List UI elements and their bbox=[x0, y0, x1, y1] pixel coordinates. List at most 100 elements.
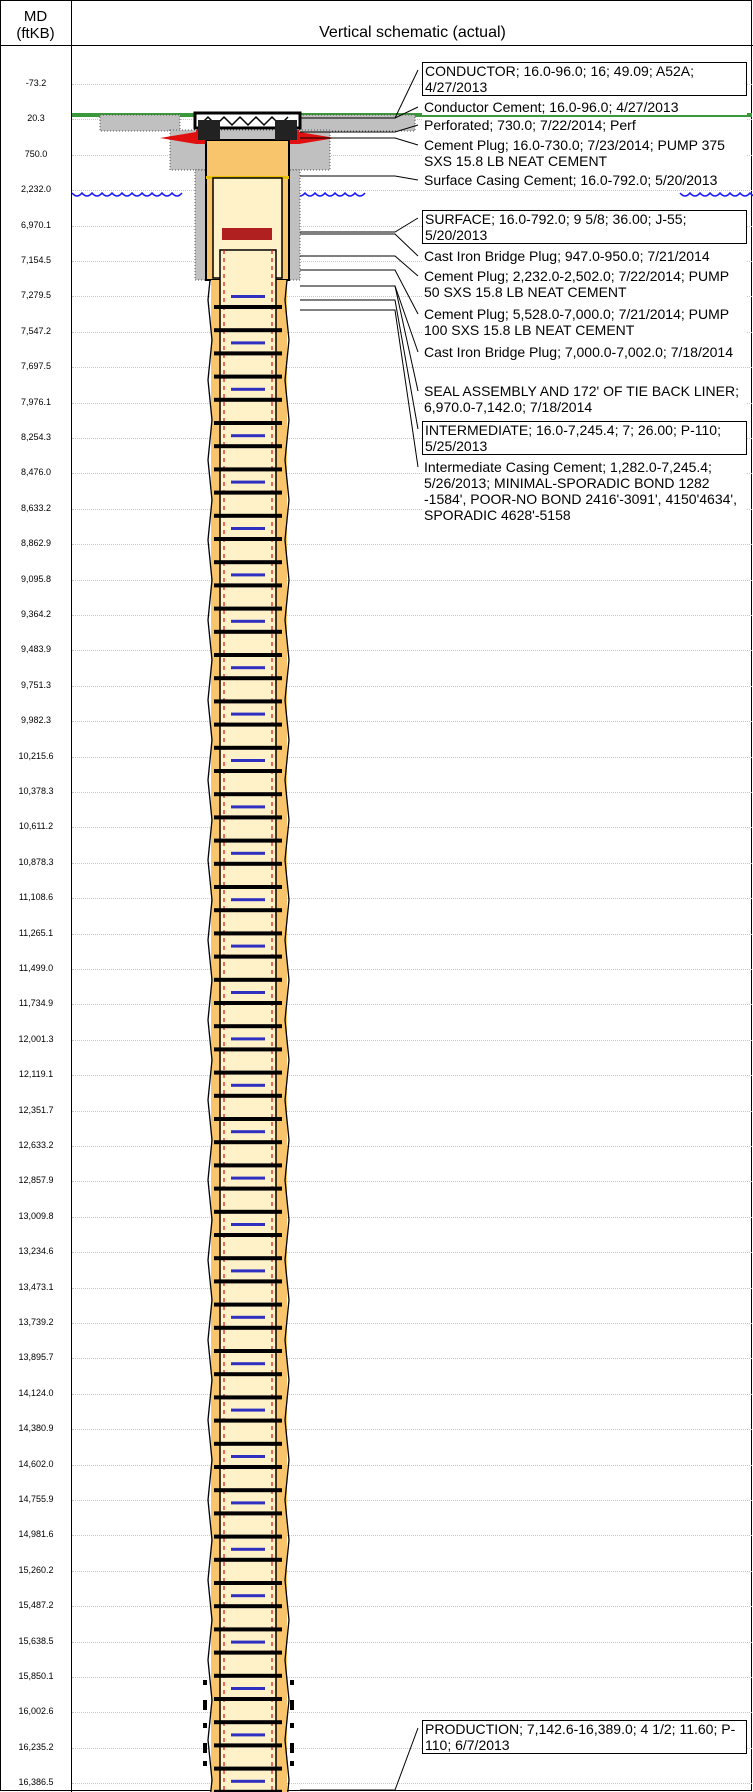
depth-gridline bbox=[72, 1535, 752, 1537]
depth-label: 14,602.0 bbox=[18, 1458, 54, 1469]
depth-label: 750.0 bbox=[24, 148, 48, 159]
depth-label: 10,878.3 bbox=[18, 856, 54, 867]
depth-gridline bbox=[72, 473, 752, 475]
casing-joint bbox=[214, 1488, 282, 1493]
depth-label: -73.2 bbox=[25, 78, 47, 88]
depth-gridline bbox=[72, 296, 752, 298]
depth-gridline bbox=[72, 1181, 752, 1183]
md-header-line1: MD bbox=[23, 8, 48, 25]
depth-gridline bbox=[72, 190, 752, 192]
depth-label: 15,487.2 bbox=[18, 1600, 54, 1611]
casing-joint bbox=[214, 1325, 282, 1330]
casing-joint bbox=[214, 745, 282, 750]
casing-joint bbox=[214, 931, 282, 936]
casing-coupling bbox=[231, 1362, 265, 1366]
casing-joint bbox=[214, 722, 282, 727]
casing-joint bbox=[214, 908, 282, 913]
leader-line bbox=[300, 124, 419, 133]
casing-joint bbox=[214, 699, 282, 704]
casing-joint bbox=[214, 490, 282, 495]
conductor-casing bbox=[193, 111, 302, 130]
depth-label: 9,751.3 bbox=[20, 679, 52, 690]
casing-joint bbox=[214, 1209, 282, 1214]
depth-gridline bbox=[72, 579, 752, 581]
leader-line bbox=[300, 137, 419, 146]
casing-joint bbox=[214, 1720, 282, 1725]
md-header-line2: (ftKB) bbox=[16, 25, 55, 42]
casing-joint bbox=[214, 606, 282, 611]
casing-coupling bbox=[231, 1640, 265, 1644]
annotation-label: Cast Iron Bridge Plug; 7,000.0-7,002.0; … bbox=[422, 344, 747, 360]
schematic-title: Vertical schematic (actual) bbox=[72, 0, 753, 46]
casing-coupling bbox=[231, 1733, 265, 1737]
casing-joint bbox=[214, 1534, 282, 1539]
cast-iron-bridge-plug bbox=[222, 228, 272, 240]
casing-joint bbox=[214, 444, 282, 449]
casing-joint bbox=[214, 1279, 282, 1284]
depth-label: 8,633.2 bbox=[20, 502, 52, 513]
casing-coupling bbox=[231, 341, 265, 345]
depth-label: 2,232.0 bbox=[20, 184, 52, 195]
depth-gridline bbox=[72, 84, 752, 85]
casing-joint bbox=[214, 1001, 282, 1005]
depth-label: 8,254.3 bbox=[20, 432, 52, 442]
centralizer-right bbox=[290, 1700, 294, 1710]
casing-joint bbox=[214, 1256, 282, 1261]
casing-joint bbox=[214, 954, 282, 959]
casing-coupling bbox=[231, 851, 265, 855]
water-level-right bbox=[679, 191, 753, 197]
depth-gridline bbox=[72, 933, 752, 935]
depth-gridline bbox=[72, 1464, 752, 1466]
annotation-label: INTERMEDIATE; 16.0-7,245.4; 7; 26.00; P-… bbox=[422, 421, 747, 455]
casing-joint bbox=[214, 676, 282, 681]
depth-gridline bbox=[72, 261, 752, 262]
depth-gridline bbox=[72, 1783, 752, 1785]
annotation-label: Cast Iron Bridge Plug; 947.0-950.0; 7/21… bbox=[422, 248, 747, 264]
casing-coupling bbox=[231, 1687, 265, 1690]
casing-coupling bbox=[231, 1594, 265, 1598]
depth-gridline bbox=[72, 862, 752, 864]
conductor-block-left bbox=[198, 120, 220, 140]
conductor-cement-right bbox=[299, 114, 416, 132]
casing-coupling bbox=[231, 295, 265, 298]
casing-joint bbox=[214, 629, 282, 634]
casing-joint bbox=[214, 1140, 282, 1145]
depth-gridline bbox=[72, 544, 752, 546]
centralizer-right bbox=[290, 1743, 294, 1753]
depth-gridline bbox=[72, 1393, 752, 1395]
casing-coupling bbox=[231, 1223, 265, 1226]
casing-joint bbox=[214, 769, 282, 773]
depth-gridline bbox=[72, 438, 752, 439]
casing-joint bbox=[214, 1766, 282, 1771]
casing-coupling bbox=[231, 619, 265, 623]
casing-joint bbox=[214, 1604, 282, 1609]
casing-joint bbox=[214, 861, 282, 866]
casing-joint bbox=[214, 305, 282, 309]
depth-label: 10,611.2 bbox=[18, 821, 54, 832]
depth-label: 11,734.9 bbox=[18, 998, 54, 1009]
depth-label: 13,739.2 bbox=[18, 1317, 54, 1327]
depth-label: 6,970.1 bbox=[20, 219, 52, 230]
depth-label: 20.3 bbox=[27, 113, 45, 124]
centralizer-left bbox=[203, 1680, 207, 1685]
depth-label: 12,633.2 bbox=[18, 1140, 54, 1150]
casing-joint bbox=[214, 792, 282, 797]
depth-gridline bbox=[72, 1075, 752, 1077]
depth-label: 10,215.6 bbox=[18, 750, 54, 761]
annotation-label: Cement Plug; 16.0-730.0; 7/23/2014; PUMP… bbox=[422, 137, 747, 169]
casing-joint bbox=[214, 1697, 282, 1701]
casing-joint bbox=[214, 1441, 282, 1446]
depth-gridline bbox=[72, 792, 752, 793]
casing-joint bbox=[214, 467, 282, 472]
centralizer-left bbox=[203, 1743, 207, 1753]
casing-joint bbox=[214, 1117, 282, 1121]
depth-label: 12,001.3 bbox=[18, 1033, 54, 1044]
casing-coupling bbox=[231, 480, 265, 484]
casing-coupling bbox=[231, 1176, 265, 1180]
casing-coupling bbox=[231, 759, 265, 762]
borehole-wall-right bbox=[284, 279, 290, 1792]
depth-label: 15,850.1 bbox=[18, 1671, 54, 1681]
depth-gridline bbox=[72, 1004, 752, 1006]
casing-coupling bbox=[231, 1083, 265, 1087]
casing-joint bbox=[214, 1302, 282, 1307]
